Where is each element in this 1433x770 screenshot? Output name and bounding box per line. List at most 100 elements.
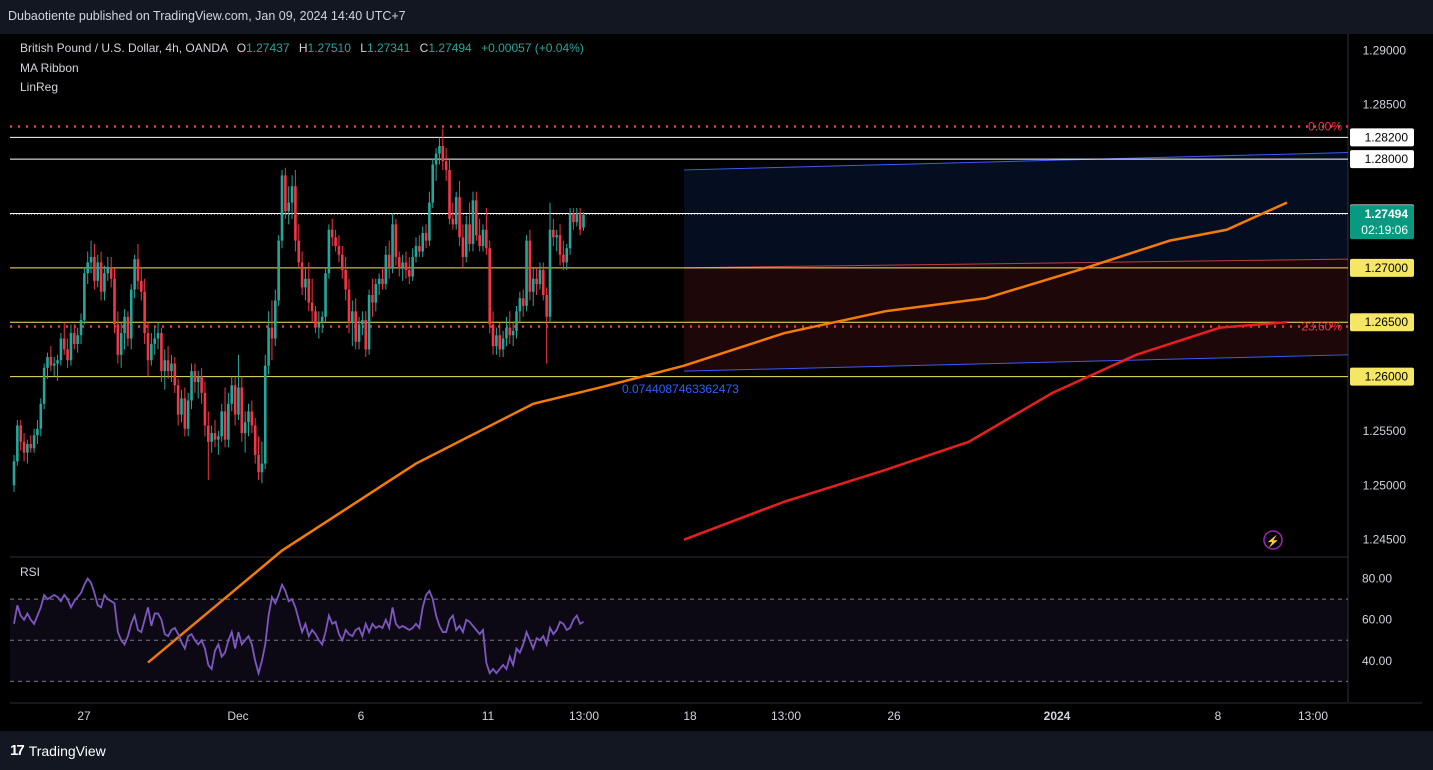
candle-body [428, 202, 431, 241]
candle [458, 180, 461, 247]
price-tag: 1.27000 [1365, 261, 1409, 275]
price-axis-label: 1.25000 [1363, 478, 1407, 492]
candle [297, 224, 301, 268]
candle-body [153, 338, 156, 344]
publisher-text: Dubaotiente published on TradingView.com… [8, 9, 406, 23]
candle-body [186, 400, 190, 429]
candle-body [200, 376, 203, 393]
candle [488, 240, 491, 334]
candle-body [12, 461, 16, 486]
candle [485, 208, 488, 255]
candle-body [327, 229, 331, 274]
candle-body [475, 200, 478, 236]
candle [371, 278, 374, 317]
candle-body [207, 425, 210, 442]
candle [240, 376, 244, 442]
price-tag-bg [1350, 258, 1414, 277]
time-axis-label: 13:00 [1298, 709, 1328, 723]
candle-body [538, 269, 542, 285]
candle-body [52, 363, 56, 366]
candle-body [515, 311, 518, 331]
candle-body [565, 248, 569, 263]
candle-body [39, 403, 43, 429]
candle [196, 371, 200, 399]
candle [548, 202, 552, 323]
candle [434, 148, 438, 181]
ma-slow-line [683, 320, 1288, 541]
candle [525, 235, 528, 312]
candle [451, 202, 455, 230]
candle-body [458, 197, 461, 238]
legend-high: 1.27510 [307, 41, 351, 55]
time-axis-label: 18 [683, 709, 697, 723]
candle [558, 224, 562, 266]
candle [471, 191, 475, 252]
candle-body [344, 269, 347, 290]
candle-body [444, 161, 448, 170]
candle [421, 226, 424, 257]
candle [578, 208, 582, 236]
candle [93, 243, 96, 290]
candle [69, 324, 73, 366]
current-price-tag: 1.27494 [1365, 207, 1409, 221]
candle-body [106, 267, 110, 274]
candle-body [411, 256, 414, 277]
candle [129, 284, 133, 350]
candle-body [163, 360, 167, 372]
candle-body [297, 240, 301, 263]
candle [106, 256, 110, 281]
candle-body [66, 349, 69, 361]
candle [441, 128, 445, 170]
candle-body [79, 320, 83, 336]
tradingview-logo[interactable]: 17 TradingView [10, 742, 106, 759]
candle-body [113, 278, 116, 325]
candle-body [176, 385, 180, 415]
candle-body [498, 335, 502, 350]
candle [377, 273, 381, 295]
candle-body [304, 278, 307, 288]
candle [565, 243, 569, 270]
candle-body [424, 233, 428, 241]
candle [243, 411, 247, 453]
candle-body [277, 240, 280, 301]
candle-body [123, 316, 126, 334]
candle [183, 387, 187, 437]
candle [545, 287, 548, 364]
candle [146, 322, 150, 377]
candle-body [320, 316, 324, 323]
lightning-icon [1263, 530, 1283, 550]
candle-body [156, 333, 160, 339]
candle [294, 169, 297, 252]
candle-body [166, 360, 170, 372]
price-tag-bg [1350, 313, 1414, 332]
candle [572, 208, 575, 230]
candle-body [294, 186, 297, 241]
candle-body [300, 262, 304, 288]
candle [444, 148, 448, 181]
candle-body [126, 316, 130, 339]
candle-body [525, 240, 528, 306]
candle-body [210, 433, 213, 442]
candle [52, 356, 56, 377]
candle-body [552, 229, 555, 238]
candle [36, 420, 39, 444]
candle [160, 327, 163, 382]
candle [521, 289, 525, 317]
legend-indicator-ma-ribbon[interactable]: MA Ribbon [20, 60, 79, 75]
legend-symbol[interactable]: British Pound / U.S. Dollar, 4h, OANDA [20, 41, 228, 55]
current-price-tag-bg [1350, 205, 1414, 240]
candle-body [227, 403, 230, 440]
candle-body [401, 262, 404, 268]
candle [351, 300, 354, 347]
candle [531, 267, 535, 306]
rsi-legend[interactable]: RSI [20, 565, 41, 579]
candle [260, 441, 264, 484]
candle [475, 191, 478, 241]
candle [89, 240, 93, 274]
fib-label: 0.00% [1308, 119, 1342, 133]
legend-indicator-linreg[interactable]: LinReg [20, 80, 59, 94]
tradingview-logo-icon: 17 [10, 742, 25, 759]
time-axis-label: 2024 [1044, 709, 1071, 723]
candle [103, 265, 106, 301]
